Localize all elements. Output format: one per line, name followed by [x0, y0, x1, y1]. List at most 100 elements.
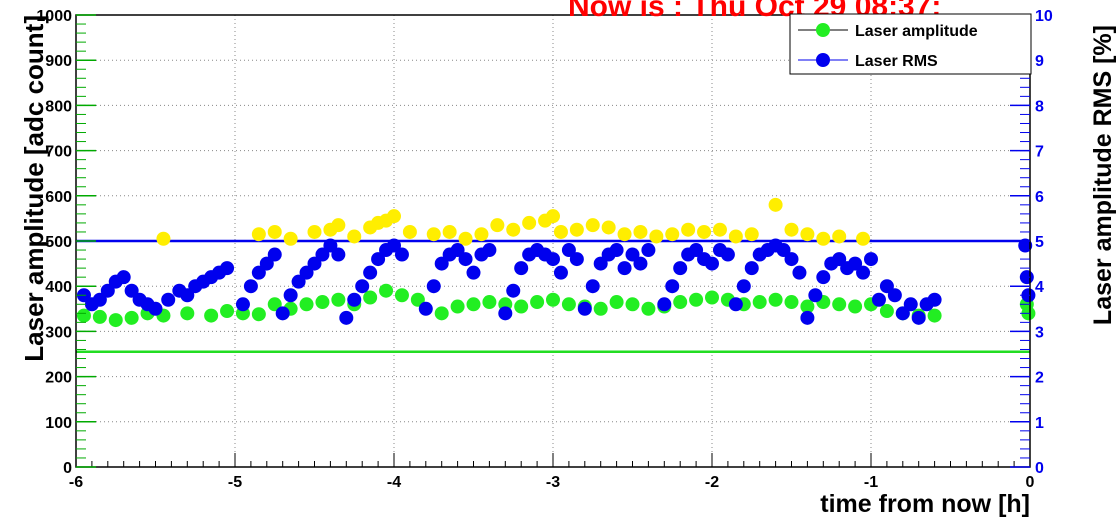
data-point [561, 243, 576, 258]
data-point [832, 252, 847, 267]
data-point [426, 279, 441, 294]
data-point [466, 265, 481, 280]
data-point [402, 224, 417, 239]
x-tick-label: -1 [864, 474, 878, 491]
data-point [768, 197, 783, 212]
data-point [744, 227, 759, 242]
data-point [593, 301, 608, 316]
data-point [339, 310, 354, 325]
tick-labels: -6 -5 -4 -3 -2 -1 0010020030040050060070080090… [36, 8, 1052, 491]
data-point [800, 299, 815, 314]
data-point [148, 301, 163, 316]
data-point [609, 295, 624, 310]
x-axis-label: time from now [h] [820, 490, 1030, 518]
data-point [251, 307, 266, 322]
data-point [458, 252, 473, 267]
data-point [363, 290, 378, 305]
data-point [482, 243, 497, 258]
axis-ticks [75, 14, 1031, 468]
data-point [124, 283, 139, 298]
y-tick-label: 1000 [36, 8, 72, 25]
data-point [673, 261, 688, 276]
data-point [347, 229, 362, 244]
data-point [720, 247, 735, 262]
data-point [410, 292, 425, 307]
data-point [251, 265, 266, 280]
data-point [394, 247, 409, 262]
data-point [808, 288, 823, 303]
y-tick-label: 900 [45, 53, 72, 70]
data-point [728, 297, 743, 312]
data-point [633, 256, 648, 271]
data-point [100, 283, 115, 298]
x-tick-label: -6 [69, 474, 83, 491]
data-point [387, 209, 401, 224]
y2-tick-label: 8 [1035, 98, 1044, 115]
data-point [76, 308, 91, 323]
data-point [641, 301, 656, 316]
y2-tick-label: 6 [1035, 189, 1044, 206]
data-point [601, 220, 616, 235]
data-point [927, 292, 942, 307]
data-point [283, 288, 298, 303]
data-point [299, 297, 314, 312]
data-point [442, 224, 457, 239]
data-points [76, 197, 1036, 328]
data-point [617, 227, 632, 242]
data-point [180, 306, 195, 321]
data-point [546, 252, 560, 267]
data-point [617, 261, 632, 276]
data-point [848, 256, 863, 271]
data-point [307, 256, 322, 271]
data-point [506, 222, 521, 237]
data-point [641, 243, 656, 258]
legend-amplitude-marker [816, 23, 830, 37]
data-point [220, 261, 235, 276]
data-point [387, 238, 401, 253]
y2-tick-label: 2 [1035, 370, 1044, 387]
data-point [784, 252, 799, 267]
data-point [848, 299, 863, 314]
data-point [363, 265, 378, 280]
data-point [895, 306, 910, 321]
data-point [426, 227, 441, 242]
reference-lines [76, 239, 1030, 353]
data-point [864, 252, 878, 267]
data-point [506, 283, 521, 298]
data-point [689, 292, 704, 307]
data-point [251, 227, 266, 242]
data-point [879, 279, 894, 294]
data-point [331, 292, 346, 307]
data-point [625, 297, 640, 312]
data-point [569, 222, 584, 237]
data-point [879, 304, 894, 319]
y-tick-label: 200 [45, 370, 72, 387]
data-point [689, 243, 704, 258]
y2-tick-label: 0 [1035, 460, 1044, 477]
x-tick-label: -2 [705, 474, 719, 491]
data-point [92, 292, 107, 307]
data-point [546, 209, 560, 224]
data-point [673, 295, 688, 310]
data-point [1018, 238, 1033, 253]
data-point [498, 306, 513, 321]
data-point [546, 292, 560, 307]
data-point [466, 297, 481, 312]
data-point [434, 256, 449, 271]
y2-tick-label: 9 [1035, 53, 1044, 70]
data-point [379, 283, 394, 298]
data-point [784, 222, 799, 237]
data-point [482, 295, 497, 310]
legend-rms-label: Laser RMS [855, 53, 938, 70]
data-point [736, 279, 751, 294]
y-tick-label: 0 [63, 460, 72, 477]
y-tick-label: 400 [45, 279, 72, 296]
data-point [418, 301, 433, 316]
data-point [283, 231, 298, 246]
data-point [665, 227, 680, 242]
y2-tick-label: 4 [1035, 279, 1044, 296]
data-point [561, 297, 576, 312]
y-tick-label: 100 [45, 415, 72, 432]
data-point [633, 224, 648, 239]
